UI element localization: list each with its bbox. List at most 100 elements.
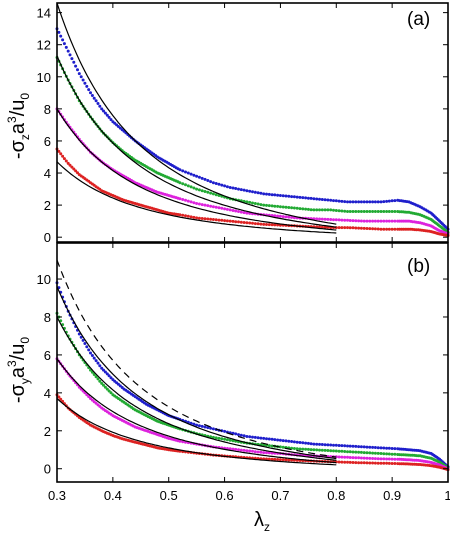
data-point	[186, 199, 190, 203]
data-point	[253, 435, 257, 439]
data-point	[62, 42, 66, 46]
data-point	[379, 227, 383, 231]
data-point	[181, 198, 185, 201]
data-point	[270, 204, 274, 208]
data-point	[365, 219, 369, 223]
data-point	[94, 99, 98, 103]
data-point	[273, 457, 277, 461]
data-point	[304, 207, 308, 211]
data-point	[354, 444, 358, 448]
data-point	[354, 210, 358, 213]
y-tick-label: 2	[44, 424, 51, 439]
data-point	[357, 456, 361, 460]
data-point	[379, 200, 383, 204]
data-point	[251, 201, 254, 205]
data-point	[253, 202, 257, 205]
data-point	[203, 203, 207, 207]
data-point	[371, 451, 375, 455]
data-point	[387, 446, 391, 450]
data-point	[390, 210, 394, 213]
data-point	[228, 438, 232, 442]
data-point	[365, 456, 369, 460]
data-point	[298, 207, 302, 211]
y-tick-label: 0	[44, 462, 51, 477]
data-point	[290, 195, 294, 199]
data-point	[368, 227, 372, 231]
data-point	[376, 200, 380, 204]
data-point	[323, 448, 327, 452]
data-point	[92, 96, 96, 100]
data-point	[192, 186, 196, 190]
data-point	[309, 442, 313, 446]
data-point	[253, 450, 257, 454]
data-point	[351, 456, 355, 460]
data-point	[200, 189, 204, 193]
data-point	[340, 226, 344, 230]
data-point	[62, 157, 66, 161]
data-point	[74, 169, 78, 173]
data-point	[203, 217, 207, 221]
data-point	[334, 209, 338, 212]
data-point	[306, 447, 310, 451]
data-point	[320, 217, 324, 221]
data-point	[368, 445, 372, 449]
data-point	[239, 433, 243, 437]
data-point	[281, 194, 285, 198]
data-point	[306, 196, 310, 200]
data-point	[382, 457, 386, 461]
data-point	[368, 451, 372, 455]
data-point	[306, 441, 310, 445]
data-point	[376, 210, 380, 213]
data-point	[315, 208, 319, 212]
data-point	[234, 187, 238, 190]
data-point	[109, 376, 113, 380]
panel-a-frame	[56, 2, 449, 243]
data-point	[365, 227, 369, 230]
data-point	[373, 227, 377, 231]
data-point	[390, 447, 394, 450]
data-point	[242, 434, 246, 438]
data-point	[209, 191, 213, 195]
panel-b-fit-curves	[56, 259, 337, 466]
data-point	[245, 200, 249, 204]
data-point	[98, 379, 102, 383]
data-point	[211, 205, 215, 209]
data-point	[359, 200, 363, 204]
data-point	[385, 199, 389, 203]
data-point	[287, 206, 291, 209]
data-point	[98, 104, 102, 108]
data-point	[278, 445, 282, 449]
data-point	[309, 448, 313, 452]
data-point	[368, 461, 372, 465]
data-point	[186, 171, 190, 175]
data-point	[102, 368, 105, 372]
data-point	[351, 200, 355, 204]
data-point	[301, 447, 305, 451]
data-point	[83, 342, 87, 345]
data-point	[200, 203, 204, 207]
data-point	[329, 218, 333, 221]
data-point	[312, 217, 316, 221]
data-point	[178, 168, 182, 172]
data-point	[276, 438, 280, 442]
data-point	[206, 179, 210, 182]
data-point	[223, 219, 227, 223]
data-point	[284, 458, 288, 462]
data-point	[64, 45, 68, 49]
data-point	[309, 208, 313, 212]
data-point	[103, 385, 107, 389]
data-point	[298, 441, 302, 444]
data-point	[337, 226, 341, 230]
data-point	[267, 204, 271, 208]
data-point	[385, 457, 389, 461]
data-point	[337, 199, 341, 203]
data-point	[225, 219, 229, 223]
data-point	[357, 445, 361, 449]
x-tick-label: 0.7	[271, 488, 289, 503]
data-point	[203, 177, 207, 181]
data-point	[94, 359, 98, 363]
data-point	[251, 449, 254, 453]
data-point	[315, 442, 319, 446]
data-point	[197, 202, 201, 206]
data-point	[368, 219, 372, 223]
